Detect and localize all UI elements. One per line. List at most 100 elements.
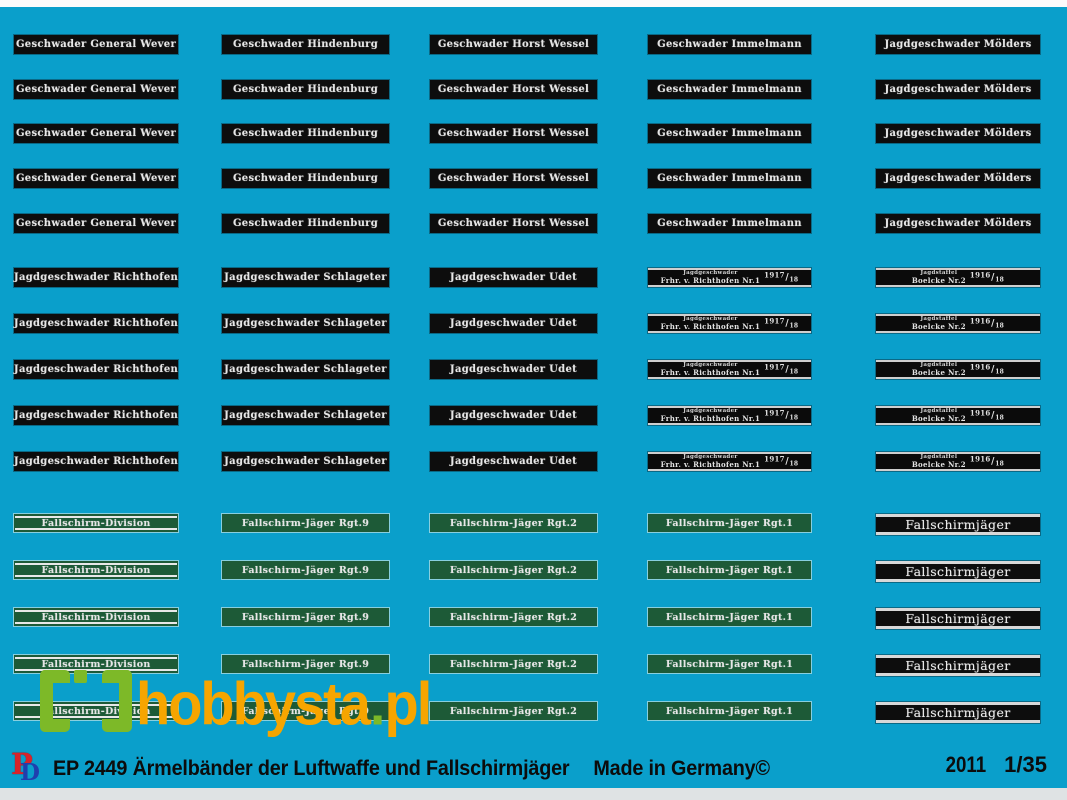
cuff-band-label: Fallschirm-Jäger Rgt.1 bbox=[665, 517, 794, 529]
hobbysta-brackets-icon bbox=[40, 668, 136, 740]
cuff-band-geschwader-col2: Geschwader Hindenburg bbox=[222, 214, 389, 233]
cuff-band-label: Jagdgeschwader Frhr. v. Richthofen Nr.1 bbox=[660, 269, 761, 285]
cuff-band-label: Jagdgeschwader Udet bbox=[449, 364, 578, 375]
cuff-band-label: Geschwader Horst Wessel bbox=[437, 128, 590, 139]
cuff-band-jagdgeschwader-col1: Jagdgeschwader Richthofen bbox=[14, 268, 178, 287]
cuff-band-label: Fallschirmjäger bbox=[905, 611, 1011, 626]
date-fraction: 1916/18 bbox=[969, 408, 1005, 422]
cuff-band-geschwader-col4: Geschwader Immelmann bbox=[648, 214, 811, 233]
cuff-band-geschwader-col3: Geschwader Horst Wessel bbox=[430, 169, 597, 188]
footer-caption: P D EP 2449 Ärmelbänder der Luftwaffe un… bbox=[0, 747, 1067, 788]
cuff-band-label: Jagdgeschwader Mölders bbox=[884, 39, 1032, 50]
cuff-band-jagdgeschwader-col4: Jagdgeschwader Frhr. v. Richthofen Nr.1 19… bbox=[648, 452, 811, 471]
cuff-band-fallschirm-col2: Fallschirm-Jäger Rgt.9 bbox=[222, 655, 389, 673]
date-fraction: 1917/18 bbox=[764, 316, 799, 330]
cuff-band-label: Geschwader Horst Wessel bbox=[437, 173, 590, 184]
cuff-band-geschwader-col3: Geschwader Horst Wessel bbox=[430, 80, 597, 99]
cuff-band-label: Jagdgeschwader Richthofen bbox=[13, 410, 179, 421]
cuff-band-fallschirm-col2: Fallschirm-Jäger Rgt.9 bbox=[222, 514, 389, 532]
cuff-band-geschwader-col2: Geschwader Hindenburg bbox=[222, 35, 389, 54]
cuff-band-geschwader-col4: Geschwader Immelmann bbox=[648, 80, 811, 99]
cuff-band-label: Fallschirm-Division bbox=[41, 564, 151, 576]
cuff-band-label: Jagdgeschwader Frhr. v. Richthofen Nr.1 bbox=[660, 361, 761, 377]
cuff-band-jagdgeschwader-col4: Jagdgeschwader Frhr. v. Richthofen Nr.1 19… bbox=[648, 406, 811, 425]
cuff-band-geschwader-col1: Geschwader General Wever bbox=[14, 214, 178, 233]
cuff-band-jagdgeschwader-col3: Jagdgeschwader Udet bbox=[430, 406, 597, 425]
cuff-band-label: Fallschirm-Jäger Rgt.9 bbox=[241, 517, 370, 529]
date-fraction: 1917/18 bbox=[764, 362, 799, 376]
cuff-band-label: Jagdgeschwader Richthofen bbox=[13, 364, 179, 375]
cuff-band-jagdgeschwader-col1: Jagdgeschwader Richthofen bbox=[14, 406, 178, 425]
watermark-dot: . bbox=[369, 669, 386, 738]
cuff-band-label: Fallschirm-Jäger Rgt.2 bbox=[449, 658, 578, 670]
cuff-band-jagdgeschwader-col5: Jagdstaffel Boelcke Nr.2 1916/18 bbox=[876, 406, 1040, 425]
cuff-band-fallschirm-col4: Fallschirm-Jäger Rgt.1 bbox=[648, 608, 811, 626]
cuff-band-label: Jagdgeschwader Richthofen bbox=[13, 272, 179, 283]
watermark-tld: pl bbox=[384, 669, 432, 738]
cuff-band-jagdgeschwader-col4: Jagdgeschwader Frhr. v. Richthofen Nr.1 19… bbox=[648, 268, 811, 287]
cuff-band-label: Geschwader Immelmann bbox=[657, 218, 802, 229]
cuff-band-geschwader-col4: Geschwader Immelmann bbox=[648, 35, 811, 54]
cuff-band-label: Jagdgeschwader Frhr. v. Richthofen Nr.1 bbox=[660, 315, 761, 331]
cuff-band-fallschirm-col5: Fallschirmjäger bbox=[876, 655, 1040, 676]
bracket-right-icon bbox=[102, 670, 132, 732]
cuff-band-label: Geschwader Horst Wessel bbox=[437, 39, 590, 50]
hobbysta-watermark: hobbysta.pl bbox=[40, 665, 432, 743]
cuff-band-label: Geschwader Hindenburg bbox=[232, 173, 379, 184]
cuff-band-label: Jagdgeschwader Udet bbox=[449, 272, 578, 283]
cuff-band-fallschirm-col1: Fallschirm-Division bbox=[14, 561, 178, 579]
cuff-band-geschwader-col1: Geschwader General Wever bbox=[14, 124, 178, 143]
cuff-band-geschwader-col3: Geschwader Horst Wessel bbox=[430, 35, 597, 54]
cuff-band-geschwader-col5: Jagdgeschwader Mölders bbox=[876, 124, 1040, 143]
cuff-band-label: Fallschirmjäger bbox=[905, 705, 1011, 720]
cuff-band-geschwader-col2: Geschwader Hindenburg bbox=[222, 80, 389, 99]
cuff-band-geschwader-col3: Geschwader Horst Wessel bbox=[430, 124, 597, 143]
cuff-band-label: Geschwader General Wever bbox=[15, 128, 177, 139]
cuff-band-fallschirm-col4: Fallschirm-Jäger Rgt.1 bbox=[648, 702, 811, 720]
cuff-band-label: Geschwader Hindenburg bbox=[232, 39, 379, 50]
cuff-band-fallschirm-col4: Fallschirm-Jäger Rgt.1 bbox=[648, 655, 811, 673]
cuff-band-label: Jagdgeschwader Frhr. v. Richthofen Nr.1 bbox=[660, 407, 761, 423]
scale-text: 1/35 bbox=[1004, 752, 1047, 777]
date-fraction: 1916/18 bbox=[969, 316, 1005, 330]
cuff-band-label: Geschwader General Wever bbox=[15, 173, 177, 184]
cuff-band-label: Jagdgeschwader Mölders bbox=[884, 128, 1032, 139]
cuff-band-label: Fallschirm-Jäger Rgt.9 bbox=[241, 705, 370, 717]
cuff-band-geschwader-col1: Geschwader General Wever bbox=[14, 169, 178, 188]
cuff-band-fallschirm-col1: Fallschirm-Division bbox=[14, 655, 178, 673]
cuff-band-label: Fallschirm-Division bbox=[41, 517, 151, 529]
cuff-band-jagdgeschwader-col5: Jagdstaffel Boelcke Nr.2 1916/18 bbox=[876, 314, 1040, 333]
cuff-band-geschwader-col1: Geschwader General Wever bbox=[14, 35, 178, 54]
cuff-band-label: Geschwader Immelmann bbox=[657, 173, 802, 184]
bottom-margin bbox=[0, 788, 1067, 800]
cuff-band-label: Fallschirm-Division bbox=[41, 705, 151, 717]
cuff-band-label: Fallschirm-Jäger Rgt.2 bbox=[449, 517, 578, 529]
cuff-band-label: Jagdstaffel Boelcke Nr.2 bbox=[911, 453, 966, 469]
cuff-band-label: Fallschirm-Jäger Rgt.2 bbox=[449, 564, 578, 576]
cuff-band-label: Fallschirm-Jäger Rgt.9 bbox=[241, 564, 370, 576]
date-fraction: 1916/18 bbox=[969, 454, 1005, 468]
date-fraction: 1916/18 bbox=[969, 362, 1005, 376]
cuff-band-jagdgeschwader-col2: Jagdgeschwader Schlageter bbox=[222, 406, 389, 425]
cuff-band-fallschirm-col5: Fallschirmjäger bbox=[876, 702, 1040, 723]
cuff-band-geschwader-col3: Geschwader Horst Wessel bbox=[430, 214, 597, 233]
cuff-band-label: Jagdgeschwader Mölders bbox=[884, 173, 1032, 184]
watermark-text: hobbysta.pl bbox=[136, 665, 432, 743]
cuff-band-jagdgeschwader-col2: Jagdgeschwader Schlageter bbox=[222, 268, 389, 287]
cuff-band-label: Jagdgeschwader Udet bbox=[449, 318, 578, 329]
cuff-band-label: Jagdgeschwader Richthofen bbox=[13, 456, 179, 467]
cuff-band-label: Geschwader General Wever bbox=[15, 218, 177, 229]
footer-text: EP 2449 Ärmelbänder der Luftwaffe und Fa… bbox=[53, 756, 770, 781]
cuff-band-label: Jagdgeschwader Mölders bbox=[884, 84, 1032, 95]
cuff-band-fallschirm-col3: Fallschirm-Jäger Rgt.2 bbox=[430, 608, 597, 626]
cuff-band-fallschirm-col3: Fallschirm-Jäger Rgt.2 bbox=[430, 514, 597, 532]
cuff-band-label: Fallschirm-Jäger Rgt.2 bbox=[449, 611, 578, 623]
cuff-band-jagdgeschwader-col1: Jagdgeschwader Richthofen bbox=[14, 314, 178, 333]
cuff-band-geschwader-col4: Geschwader Immelmann bbox=[648, 169, 811, 188]
cuff-band-geschwader-col5: Jagdgeschwader Mölders bbox=[876, 80, 1040, 99]
cuff-band-label: Jagdgeschwader Mölders bbox=[884, 218, 1032, 229]
cuff-band-label: Geschwader Horst Wessel bbox=[437, 218, 590, 229]
cuff-band-fallschirm-col5: Fallschirmjäger bbox=[876, 561, 1040, 582]
cuff-band-fallschirm-col3: Fallschirm-Jäger Rgt.2 bbox=[430, 561, 597, 579]
